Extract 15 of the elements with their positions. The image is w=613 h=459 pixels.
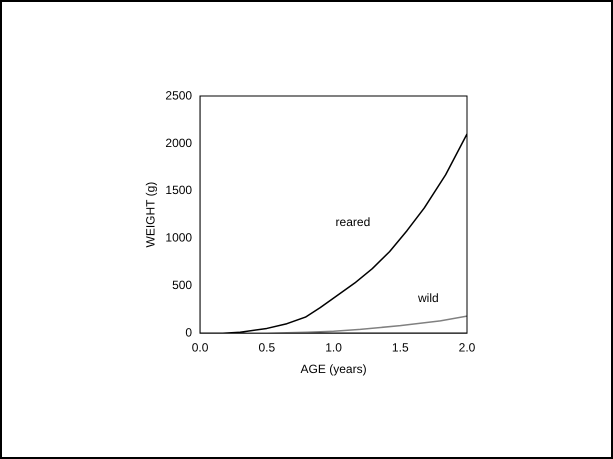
series-label: wild — [416, 291, 439, 306]
x-tick-label: 0.5 — [258, 340, 276, 355]
y-tick-label: 1500 — [165, 183, 192, 198]
x-tick-label: 0.0 — [192, 340, 209, 355]
y-axis-title: WEIGHT (g) — [144, 182, 158, 248]
x-axis-title: AGE (years) — [300, 362, 367, 376]
y-tick-label: 2500 — [165, 88, 192, 102]
y-tick-label: 2000 — [165, 136, 192, 150]
y-tick-label: 1000 — [165, 230, 192, 245]
x-tick-label: 1.5 — [392, 340, 409, 355]
y-tick-label: 500 — [172, 278, 192, 292]
y-tick-label: 0 — [185, 326, 192, 340]
x-tick-label: 1.0 — [325, 340, 342, 355]
x-tick-label: 2.0 — [458, 340, 476, 355]
text: reared — [336, 214, 370, 229]
